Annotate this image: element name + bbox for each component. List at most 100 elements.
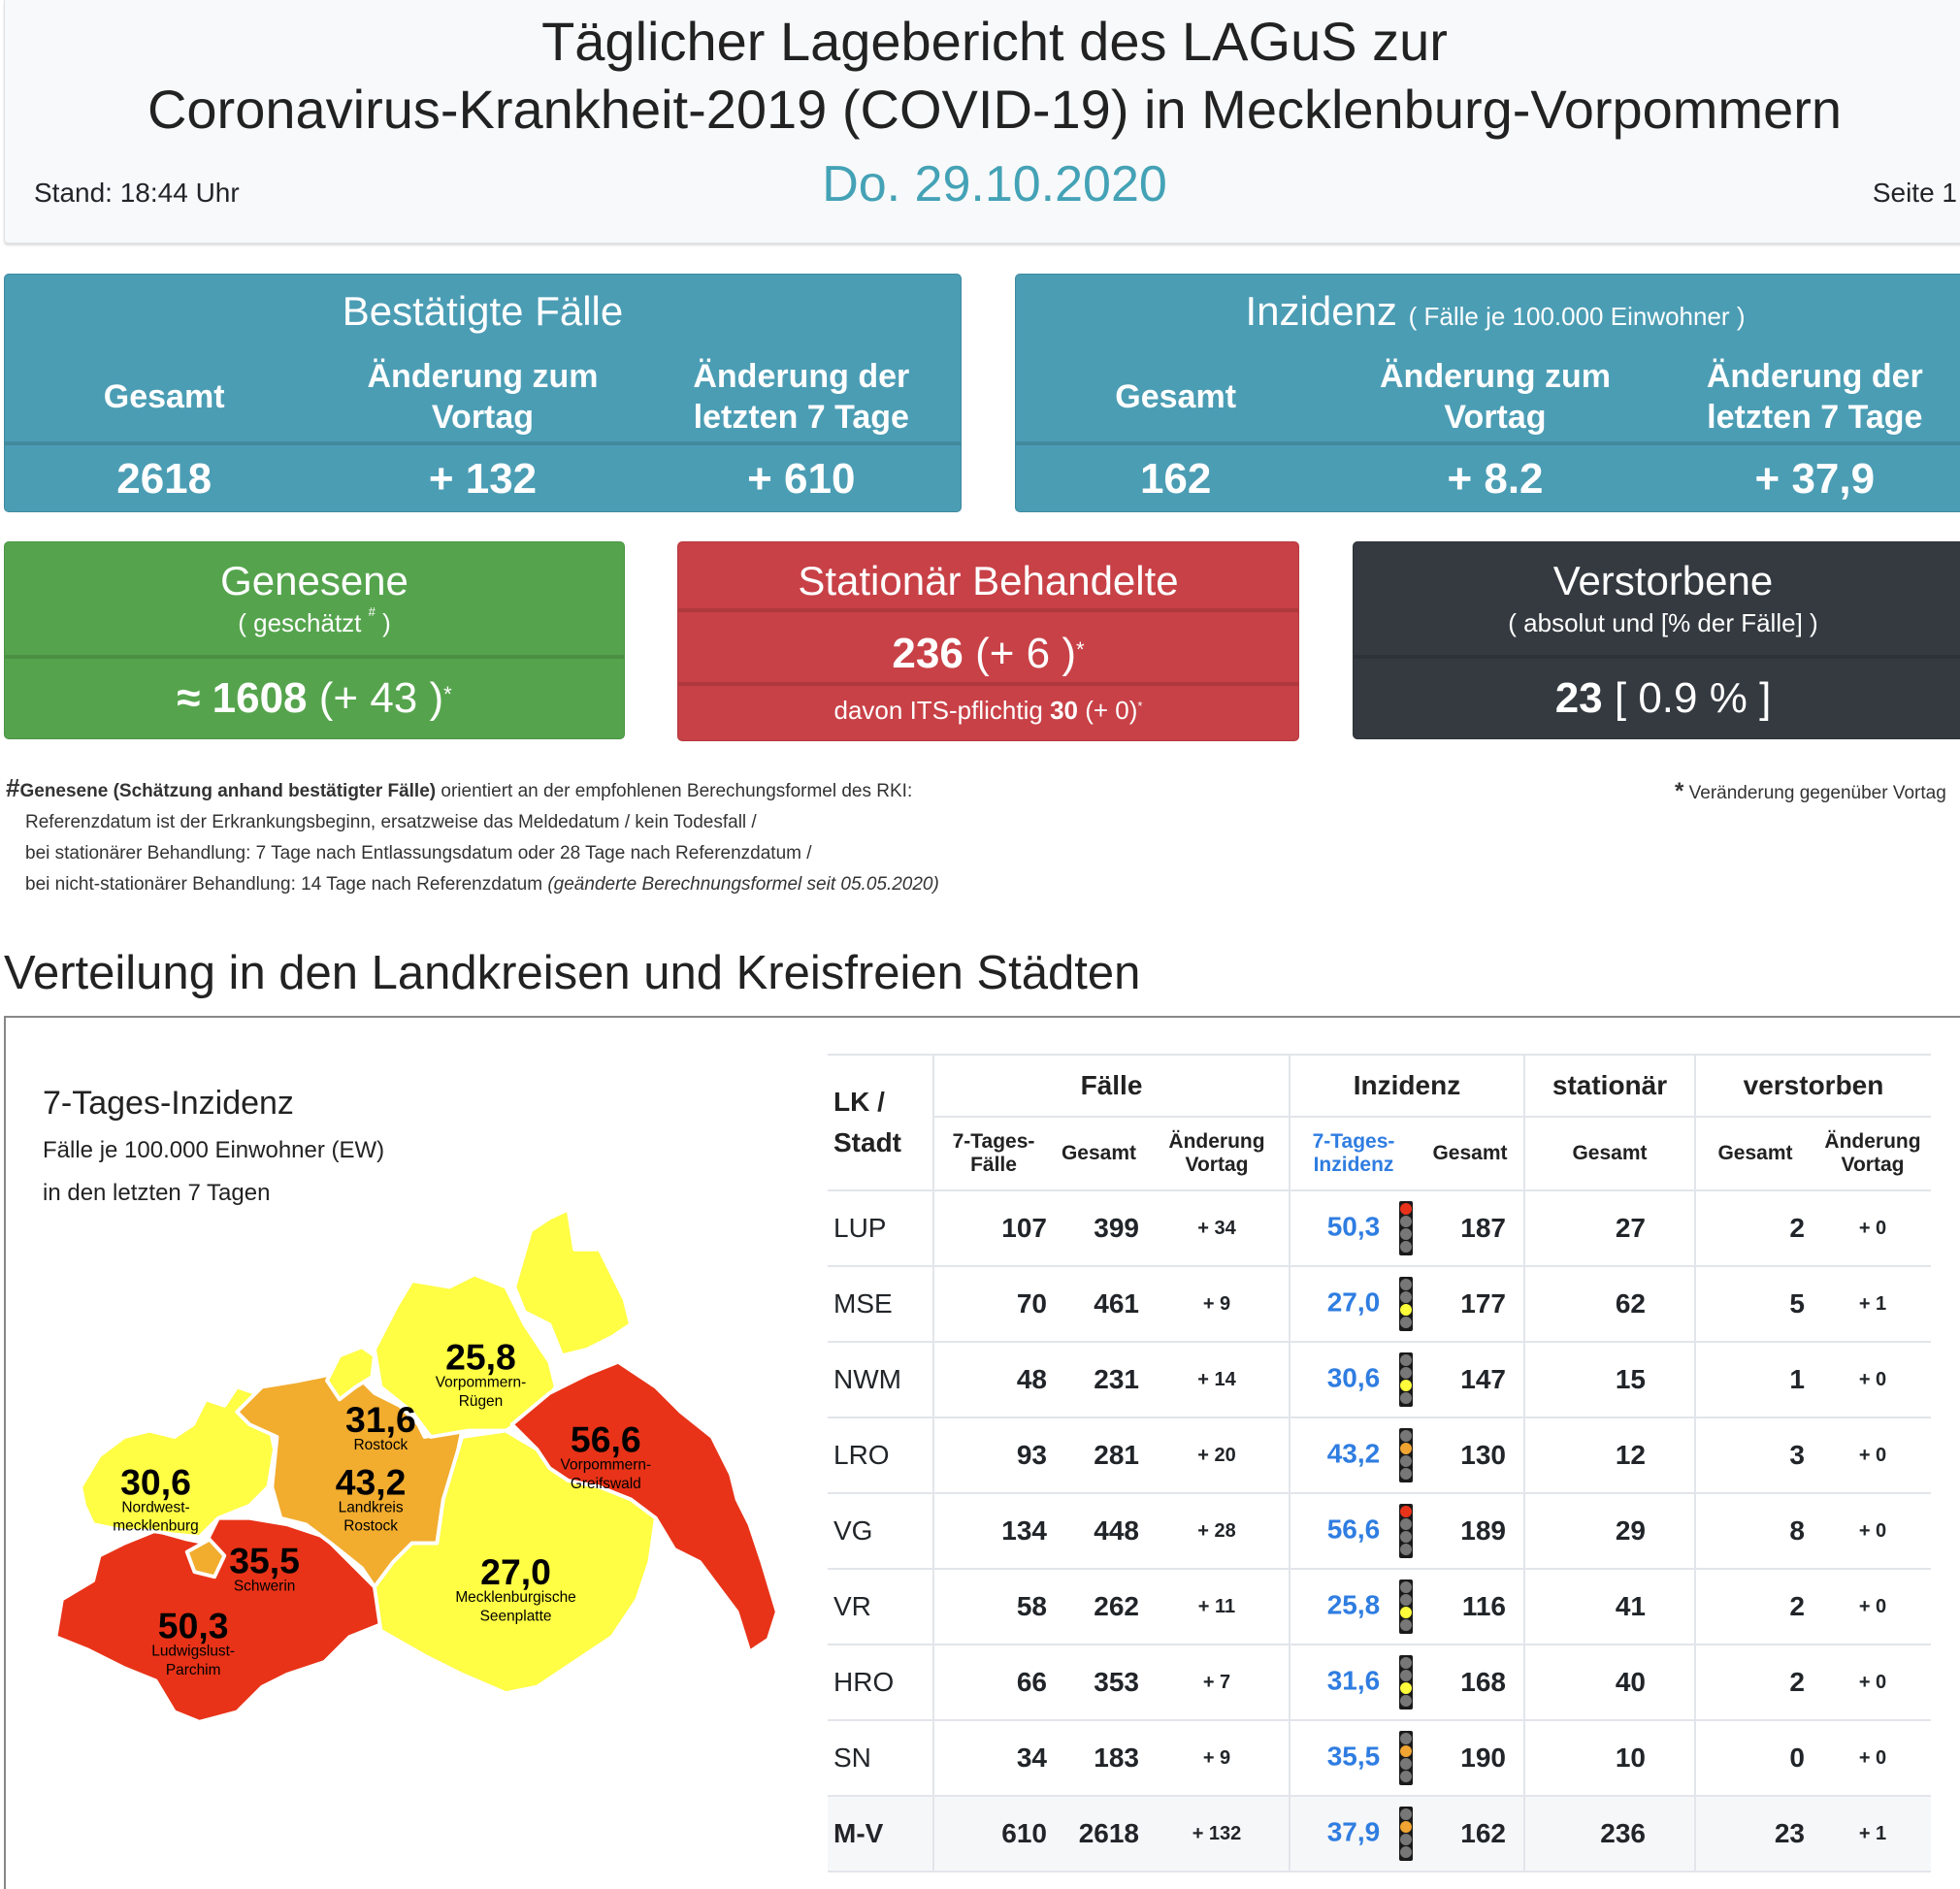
deaths-change: + 0: [1814, 1190, 1931, 1267]
subheader-stationaer-gesamt: Gesamt: [1523, 1117, 1695, 1191]
hospital-total: 29: [1523, 1493, 1695, 1570]
incidence-7day-cell: 43,2: [1289, 1417, 1417, 1494]
deaths-total: 3: [1694, 1417, 1814, 1494]
incidence-total: 162: [1417, 1796, 1524, 1873]
recovered-value: ≈ 1608 (+ 43 )*: [177, 674, 452, 722]
traffic-light-icon: [1399, 1655, 1413, 1710]
incidence-7day: 56,6: [1326, 1514, 1381, 1545]
hospitalized-value: 236 (+ 6 )*: [678, 612, 1298, 686]
cases-7day: 34: [932, 1720, 1053, 1797]
its-value: davon ITS-pflichtig 30 (+ 0)*: [833, 696, 1143, 725]
incidence-7day-cell: 25,8: [1289, 1569, 1417, 1645]
card-subtitle: ( geschätzt # ): [238, 604, 391, 637]
map-label-mse: Mecklenburgische: [455, 1589, 575, 1606]
table-row: LUP 107 399 + 34 50,3 187 27 2 + 0: [828, 1190, 1931, 1267]
map-label-nwm-2: mecklenburg: [113, 1518, 198, 1535]
cases-change: + 9: [1145, 1720, 1290, 1797]
table-row: SN 34 183 + 9 35,5 190 10 0 + 0: [828, 1720, 1931, 1797]
district-code: LRO: [828, 1417, 933, 1494]
traffic-light-icon: [1399, 1807, 1413, 1861]
cases-7day: 134: [932, 1493, 1053, 1570]
table-row: VR 58 262 + 11 25,8 116 41 2 + 0: [828, 1569, 1931, 1645]
hospital-total: 27: [1523, 1190, 1695, 1267]
table-row: LRO 93 281 + 20 43,2 130 12 3 + 0: [828, 1417, 1931, 1494]
deaths-change: + 0: [1814, 1417, 1931, 1494]
deaths-total: 0: [1694, 1720, 1814, 1797]
map-region-vr: [373, 1272, 558, 1439]
subheader-verstorben-gesamt: Gesamt: [1694, 1117, 1814, 1191]
district-code: VR: [828, 1569, 933, 1645]
subheader-inzidenz-gesamt: Gesamt: [1417, 1117, 1524, 1191]
column-value: 2618: [5, 441, 324, 511]
incidence-total: 168: [1417, 1645, 1524, 1721]
footnotes: #Genesene (Schätzung anhand bestätigter …: [6, 773, 939, 895]
map-region-mse: [373, 1428, 658, 1696]
cases-7day: 107: [932, 1190, 1053, 1267]
map-region-vr: [512, 1207, 634, 1358]
cases-7day: 93: [932, 1417, 1053, 1494]
incidence-7day-cell: 35,5: [1289, 1720, 1417, 1797]
subheader-verstorben-aenderung: Änderung Vortag: [1814, 1117, 1931, 1191]
column-header: Änderung zum Vortag: [367, 358, 599, 436]
map-region-lup: [53, 1515, 383, 1724]
traffic-light-icon: [1399, 1580, 1413, 1634]
traffic-light-icon: [1399, 1201, 1413, 1255]
incidence-7day-cell: 37,9: [1289, 1796, 1417, 1873]
incidence-7day: 31,6: [1326, 1665, 1381, 1696]
cases-total: 231: [1053, 1342, 1145, 1418]
map-label-nwm: Nordwest-: [121, 1499, 189, 1515]
header-verstorben: verstorben: [1694, 1055, 1931, 1118]
district-code: M-V: [828, 1796, 933, 1873]
map-label-vr: Vorpommern-: [436, 1374, 527, 1390]
cases-change: + 132: [1145, 1796, 1290, 1873]
district-code: VG: [828, 1493, 933, 1570]
card-subtitle: ( absolut und [% der Fälle] ): [1508, 608, 1818, 637]
subheader-faelle-aenderung: Änderung Vortag: [1145, 1117, 1290, 1191]
recovered-card: Genesene ( geschätzt # ) ≈ 1608 (+ 43 )*: [4, 541, 625, 739]
incidence-total: 130: [1417, 1417, 1524, 1494]
incidence-7day: 50,3: [1326, 1211, 1381, 1242]
column-header: Änderung der letzten 7 Tage: [1706, 358, 1923, 436]
column-value: 162: [1016, 441, 1336, 511]
cases-7day: 66: [932, 1645, 1053, 1721]
district-code: SN: [828, 1720, 933, 1797]
deaths-change: + 0: [1814, 1720, 1931, 1797]
incidence-total: 189: [1417, 1493, 1524, 1570]
subheader-7tage-faelle: 7-Tages- Fälle: [932, 1117, 1053, 1191]
title-line-1: Täglicher Lagebericht des LAGuS zur: [541, 11, 1448, 72]
map-region-hro: [325, 1345, 376, 1402]
map-label-lro-2: Rostock: [343, 1518, 398, 1535]
column-header: Änderung zum Vortag: [1380, 358, 1611, 436]
change-note: * Veränderung gegenüber Vortag: [1675, 778, 1946, 804]
map-label-sn: Schwerin: [234, 1578, 296, 1594]
map-value-lup: 50,3: [158, 1605, 229, 1645]
incidence-7day: 25,8: [1326, 1589, 1381, 1620]
incidence-7day-cell: 30,6: [1289, 1342, 1417, 1418]
cases-total: 353: [1053, 1645, 1145, 1721]
card-title: Genesene: [220, 558, 408, 603]
traffic-light-icon: [1399, 1731, 1413, 1785]
map-label-lro: Landkreis: [339, 1499, 404, 1515]
map-title: 7-Tages-Inzidenz: [43, 1085, 294, 1122]
incidence-7day-cell: 56,6: [1289, 1493, 1417, 1570]
header-faelle: Fälle: [932, 1055, 1290, 1118]
map-value-lro: 43,2: [336, 1461, 407, 1502]
map-subtitle-1: Fälle je 100.000 Einwohner (EW): [43, 1137, 385, 1163]
card-title: Inzidenz ( Fälle je 100.000 Einwohner ): [1016, 275, 1960, 352]
cases-total: 2618: [1053, 1796, 1145, 1873]
traffic-light-icon: [1399, 1352, 1413, 1407]
column-header: Gesamt: [1115, 378, 1237, 415]
map-label-vg: Vorpommern-: [561, 1457, 652, 1474]
deaths-total: 8: [1694, 1493, 1814, 1570]
incidence-7day-cell: 27,0: [1289, 1266, 1417, 1343]
hospital-total: 236: [1523, 1796, 1695, 1873]
cases-total: 183: [1053, 1720, 1145, 1797]
map-value-nwm: 30,6: [120, 1461, 191, 1502]
cases-7day: 610: [932, 1796, 1053, 1873]
map-label-vr-2: Rügen: [459, 1393, 504, 1410]
cases-change: + 34: [1145, 1190, 1290, 1267]
report-date: Do. 29.10.2020: [822, 156, 1167, 212]
cases-total: 399: [1053, 1190, 1145, 1267]
incidence-7day-cell: 50,3: [1289, 1190, 1417, 1267]
table-row: VG 134 448 + 28 56,6 189 29 8 + 0: [828, 1493, 1931, 1570]
